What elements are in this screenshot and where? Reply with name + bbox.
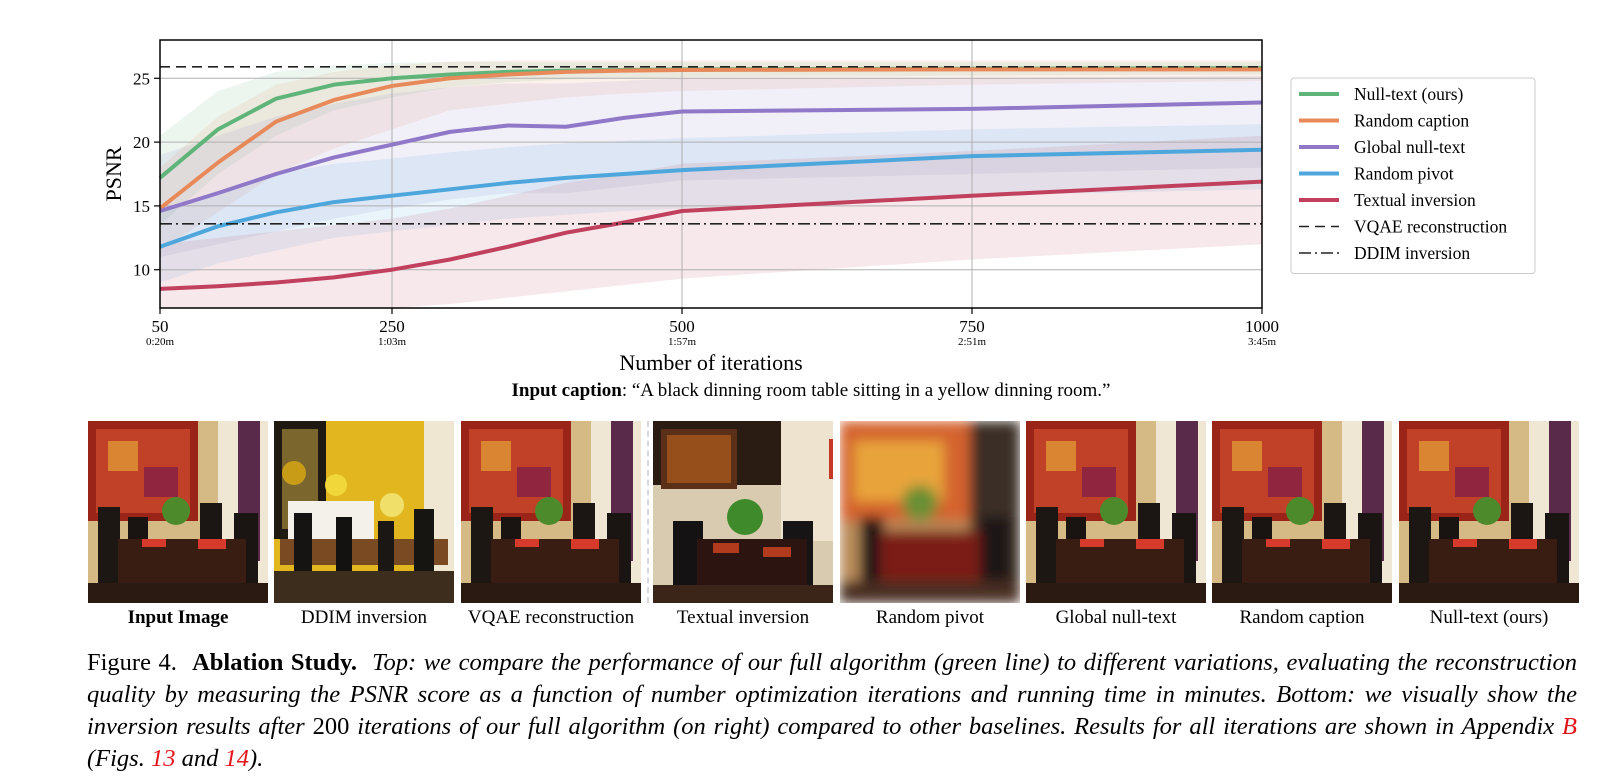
thumbnail-label: DDIM inversion — [300, 607, 428, 628]
legend-label: DDIM inversion — [1354, 243, 1470, 263]
y-tick-label: 20 — [133, 133, 150, 152]
band-random-caption — [160, 60, 1262, 251]
legend-label: VQAE reconstruction — [1354, 217, 1507, 237]
x-tick-label: 1000 — [1245, 317, 1279, 336]
thumbnail-input-image — [88, 421, 268, 603]
series-random-pivot — [159, 147, 1263, 249]
band-global-null-text — [160, 75, 1262, 257]
y-tick-label: 25 — [133, 69, 150, 88]
fig13-link[interactable]: 13 — [150, 745, 176, 772]
x-tick-sublabel: 0:20m — [146, 336, 175, 348]
band-textual-inversion — [160, 135, 1262, 308]
chart-legend: Null-text (ours) Random caption Global nul… — [1290, 77, 1536, 274]
figure-number-200: 200 — [312, 713, 350, 740]
figure-text-3: (Figs. — [87, 745, 145, 772]
y-tick-label: 15 — [133, 197, 150, 216]
thumbnail-global-null-text — [1026, 421, 1206, 603]
series-textual-inversion — [159, 179, 1263, 291]
appendix-link[interactable]: B — [1562, 713, 1578, 740]
x-tick-label: 750 — [959, 317, 985, 336]
input-caption-label: Input caption — [511, 380, 622, 401]
y-axis-label: PSNR — [101, 146, 126, 201]
legend-label: Random pivot — [1354, 164, 1454, 184]
legend-label: Random caption — [1354, 111, 1469, 131]
series-random-caption — [158, 67, 1262, 211]
x-tick-label: 500 — [669, 317, 695, 336]
figure-text-4: ). — [248, 745, 264, 772]
legend-label: Null-text (ours) — [1354, 84, 1464, 104]
thumbnail-label: VQAE reconstruction — [467, 607, 635, 628]
input-caption-text: : “A black dinning room table sitting in… — [621, 380, 1111, 401]
confidence-bands — [160, 60, 1262, 308]
legend-label: Textual inversion — [1354, 190, 1476, 210]
thumbnail-label: Random caption — [1239, 607, 1365, 628]
figure-number: Figure 4. — [87, 649, 177, 676]
x-tick-label: 250 — [379, 317, 405, 336]
thumbnail-vqae-reconstruction — [461, 421, 641, 603]
figure-text-2: iterations of our full algorithm (on rig… — [357, 713, 1555, 740]
x-tick-label: 50 — [152, 317, 169, 336]
thumbnail-separator — [647, 421, 649, 603]
thumbnail-label: Null-text (ours) — [1429, 607, 1549, 628]
legend-label: Global null-text — [1354, 137, 1465, 157]
thumbnail-textual-inversion — [653, 421, 833, 603]
x-tick-sublabel: 2:51m — [958, 336, 987, 348]
chart-series — [158, 66, 1263, 291]
thumbnail-label: Global null-text — [1055, 607, 1177, 628]
figure-and: and — [181, 745, 219, 772]
thumbnail-label: Random pivot — [875, 607, 985, 628]
plot-frame — [159, 39, 1263, 309]
x-tick-sublabel: 3:45m — [1248, 336, 1277, 348]
figure-text-1: Top: we compare the performance of our f… — [87, 649, 1578, 740]
thumbnail-label: Textual inversion — [676, 607, 810, 628]
x-axis-label: Number of iterations — [619, 350, 802, 375]
thumbnail-null-text-ours — [1399, 421, 1579, 603]
y-tick-label: 10 — [133, 261, 150, 280]
input-caption: Input caption: “A black dinning room tab… — [0, 380, 1622, 402]
x-tick-sublabel: 1:03m — [378, 336, 407, 348]
thumbnail-random-caption — [1212, 421, 1392, 603]
thumbnail-label: Input Image — [127, 607, 229, 628]
series-global-null-text — [159, 100, 1263, 213]
legend-box — [1290, 77, 1536, 274]
fig14-link[interactable]: 14 — [224, 745, 249, 772]
x-tick-sublabel: 1:57m — [668, 336, 697, 348]
figure-title: Ablation Study. — [192, 649, 357, 676]
figure-caption: Figure 4. Ablation Study. Top: we compar… — [87, 647, 1577, 775]
thumbnail-ddim-inversion — [274, 421, 454, 603]
band-random-pivot — [160, 124, 1262, 283]
thumbnail-random-pivot — [840, 421, 1020, 603]
